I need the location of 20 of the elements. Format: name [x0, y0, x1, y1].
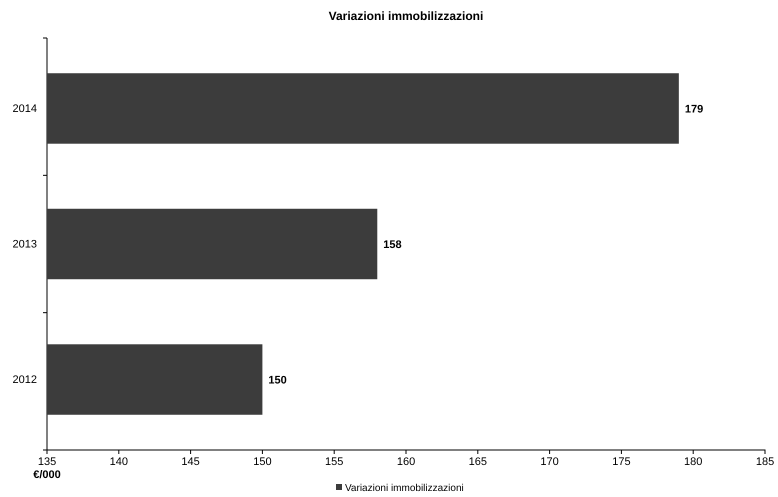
x-axis-title: €/000 — [33, 469, 61, 481]
y-tick-label: 2014 — [12, 102, 37, 115]
y-tick-label: 2012 — [12, 374, 37, 386]
x-tick-label: 155 — [325, 456, 344, 468]
x-tick-label: 165 — [468, 456, 487, 468]
y-tick-label: 2013 — [12, 238, 37, 251]
chart-title: Variazioni immobilizzazioni — [328, 9, 484, 23]
x-tick-label: 175 — [612, 456, 631, 468]
x-tick-label: 140 — [110, 456, 128, 468]
x-tick-label: 135 — [38, 456, 56, 468]
x-tick-label: 170 — [540, 456, 559, 468]
legend-label: Variazioni immobilizzazioni — [345, 483, 464, 494]
data-label: 179 — [684, 103, 704, 116]
x-tick-label: 150 — [253, 456, 272, 468]
x-tick-label: 180 — [684, 456, 702, 468]
x-tick-label: 160 — [396, 456, 416, 468]
data-label: 150 — [268, 374, 287, 386]
x-tick-label: 185 — [756, 456, 774, 468]
data-label: 158 — [383, 238, 402, 251]
x-tick-label: 145 — [181, 456, 200, 468]
